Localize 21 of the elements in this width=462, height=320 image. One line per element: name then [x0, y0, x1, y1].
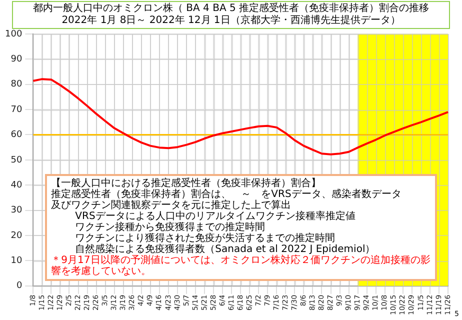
y-tick-label: 10 [10, 256, 22, 266]
y-tick-label: 60 [10, 130, 22, 140]
annotation: VRSデータによる人口中のリアルタイムワクチン接種率推定値 [74, 210, 356, 222]
y-tick-label: 0 [16, 281, 22, 292]
annotation: 推定感受性者（免疫非保持者）割合は、 ～ をVRSデータ、感染者数データ [51, 188, 402, 200]
y-tick-label: 80 [10, 80, 22, 90]
annotation: ワクチン接種から免疫獲得までの推定時間 [74, 222, 266, 233]
chart-title: 都内一般人口中のオミクロン株（ BA 4 BA 5 推定感受性者（免疫非保持者）割合の推移 [32, 3, 430, 14]
y-tick-label: 50 [10, 155, 22, 166]
y-tick-label: 30 [10, 206, 22, 216]
annotation: ワクチンにより獲得された免疫が失活するまでの推定時間 [74, 232, 336, 244]
y-tick-label: 100 [4, 29, 22, 40]
annotation: 及びワクチン関連観察データを元に推定した上で算出 [51, 200, 292, 211]
annotation: 自然感染による免疫獲得者数（Sanada et al 2022 J Epidemiol） [74, 244, 376, 255]
chart-subtitle: 2022年 1月 8日～ 2022年 12月 1日（京都大学・西浦博先生提供データ） [60, 15, 402, 27]
y-tick-label: 40 [10, 180, 22, 190]
annotation: ＊9月17日以降の予測値については、オミクロン株対応２価ワクチンの追加接種の影響を考慮していない。 [51, 254, 432, 277]
annotation: 【一般人口中における推定感受性者（免疫非保持者）割合】 [51, 178, 322, 189]
y-tick-label: 70 [10, 104, 22, 115]
y-tick-label: 20 [10, 230, 22, 241]
y-tick-label: 90 [10, 54, 22, 65]
